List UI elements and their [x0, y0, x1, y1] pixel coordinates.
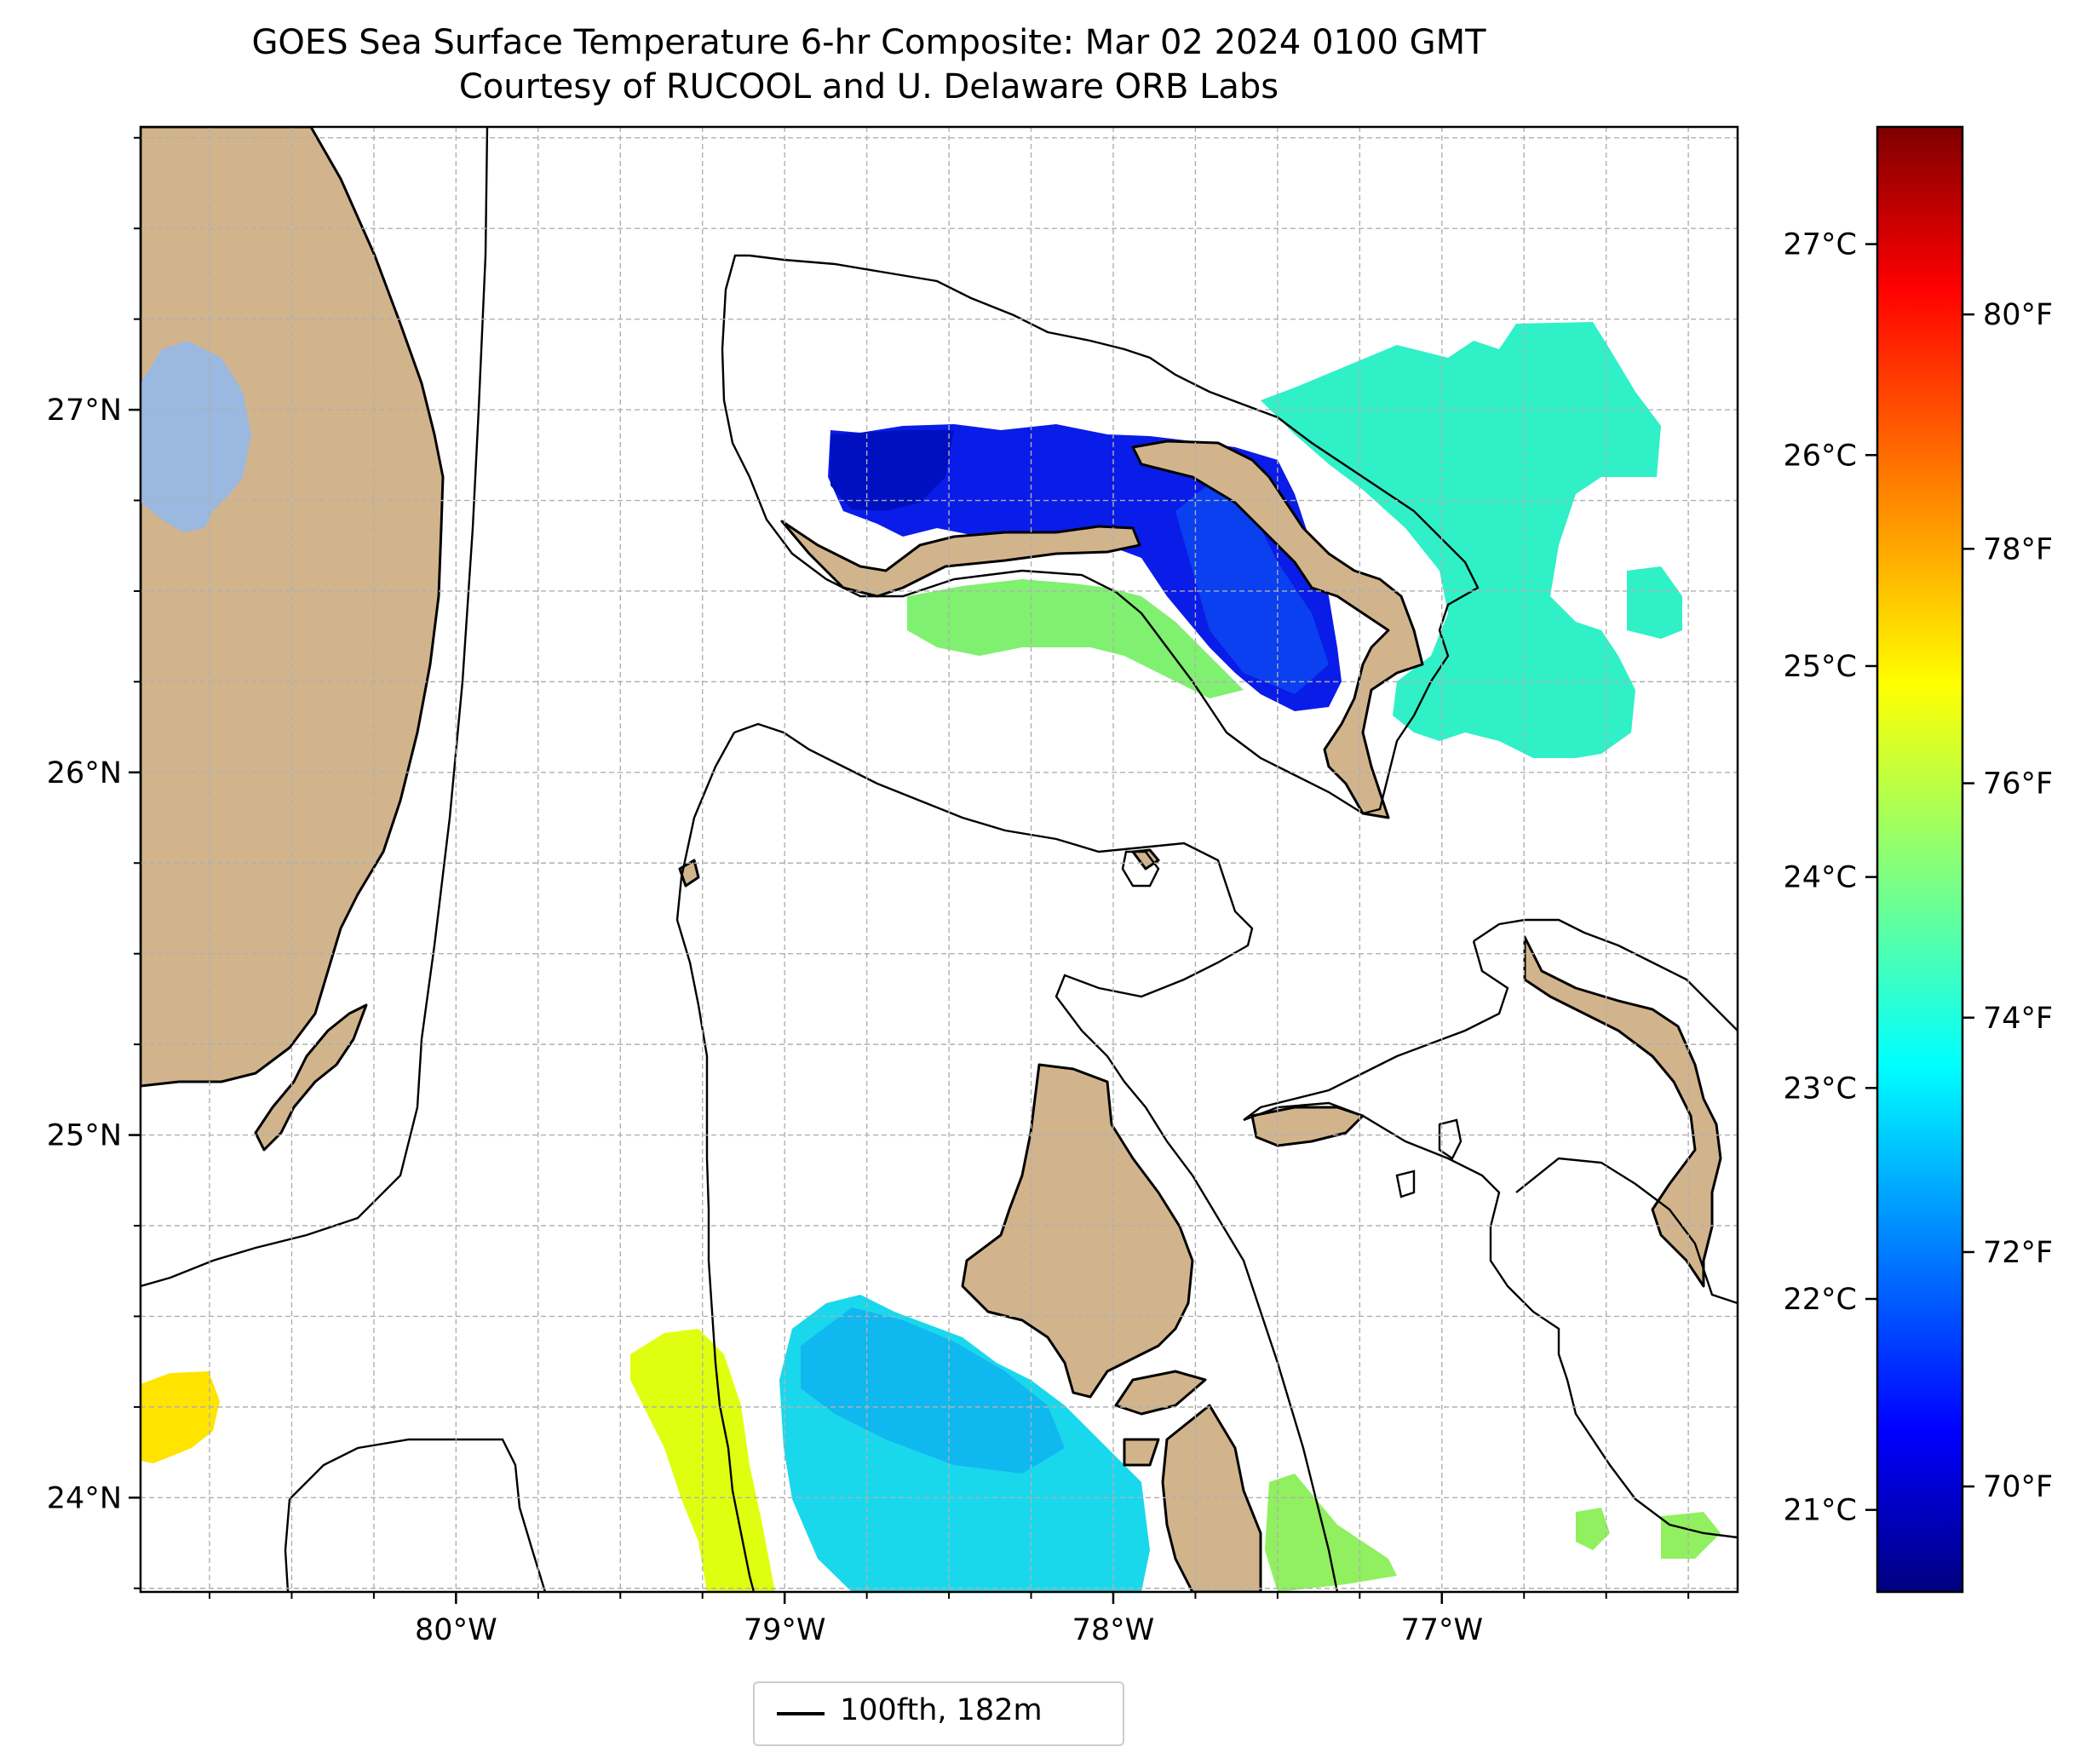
lat-tick-label: 24°N	[47, 1481, 122, 1515]
colorbar-celsius-axis: 21°C 22°C 23°C 24°C 25°C 26°C 27°C	[1784, 228, 1877, 1528]
celsius-tick-label: 26°C	[1784, 439, 1857, 473]
longitude-axis: 80°W 79°W 78°W 77°W	[209, 1592, 1690, 1647]
fahrenheit-tick-label: 76°F	[1983, 767, 2053, 802]
lon-tick-label: 80°W	[415, 1613, 497, 1647]
map-subtitle: Courtesy of RUCOOL and U. Delaware ORB L…	[458, 67, 1279, 106]
lat-tick-label: 25°N	[47, 1119, 122, 1153]
sst-patch-east-cyan	[1261, 322, 1661, 758]
sst-patch-north-mid	[1175, 477, 1329, 694]
sst-patches	[141, 322, 1721, 1592]
gridlines	[141, 127, 1738, 1592]
legend: 100fth, 182m	[753, 1681, 1124, 1746]
abaco-land	[1131, 440, 1424, 819]
sst-patch-southeast-green	[1576, 1508, 1721, 1559]
lon-tick-label: 79°W	[744, 1613, 826, 1647]
celsius-tick-label: 22°C	[1784, 1283, 1857, 1317]
lat-tick-label: 27°N	[47, 394, 122, 428]
andros-south-land	[1114, 1370, 1262, 1592]
andros-land	[961, 1063, 1194, 1399]
new-providence-land	[1250, 1106, 1365, 1147]
colorbar-fahrenheit-axis: 70°F 72°F 74°F 76°F 78°F 80°F	[1962, 298, 2053, 1504]
eleuthera-land	[1523, 935, 1722, 1288]
florida-keys-land	[254, 1003, 368, 1152]
fahrenheit-tick-label: 78°F	[1983, 532, 2053, 566]
sst-patch-east-small	[1627, 566, 1682, 639]
celsius-tick-label: 24°C	[1784, 861, 1857, 895]
map-area	[141, 127, 1738, 1592]
map-title: GOES Sea Surface Temperature 6-hr Compos…	[251, 23, 1486, 62]
colorbar-gradient	[1876, 125, 1964, 1594]
grand-bahama-land	[780, 520, 1141, 598]
legend-label: 100fth, 182m	[840, 1693, 1043, 1727]
lat-tick-label: 26°N	[47, 756, 122, 790]
fahrenheit-tick-label: 80°F	[1983, 298, 2053, 332]
lon-tick-label: 77°W	[1400, 1613, 1483, 1647]
latitude-axis: 24°N 25°N 26°N 27°N	[47, 136, 141, 1589]
celsius-tick-label: 27°C	[1784, 228, 1857, 262]
sst-patch-west-yellow	[141, 1371, 220, 1463]
sst-patch-north-warm	[907, 579, 1244, 698]
sst-patch-south-green	[1265, 1474, 1397, 1592]
fahrenheit-tick-label: 70°F	[1983, 1470, 2053, 1504]
legend-line-swatch	[777, 1712, 825, 1715]
celsius-tick-label: 23°C	[1784, 1072, 1857, 1106]
lake-okeechobee	[141, 341, 251, 532]
map-frame	[139, 125, 1739, 1594]
celsius-tick-label: 25°C	[1784, 650, 1857, 684]
lon-tick-label: 78°W	[1072, 1613, 1155, 1647]
fahrenheit-tick-label: 72°F	[1983, 1236, 2053, 1270]
fahrenheit-tick-label: 74°F	[1983, 1002, 2053, 1036]
bathymetry-contours	[141, 127, 1738, 1592]
sst-patch-north-dark	[830, 430, 954, 511]
celsius-tick-label: 21°C	[1784, 1494, 1857, 1528]
